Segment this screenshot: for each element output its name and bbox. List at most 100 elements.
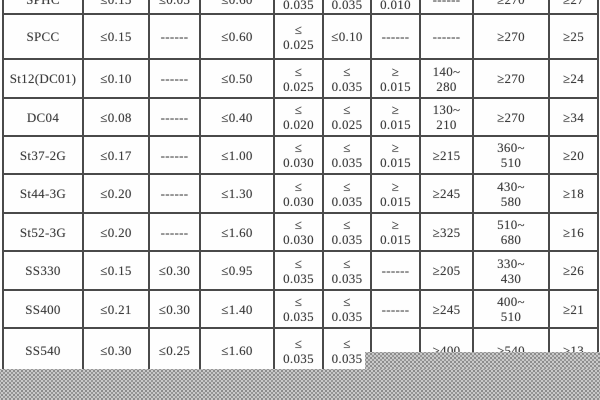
value-cell: ≤ 0.020 [275, 99, 324, 135]
value-cell: ≤ 0.035 [275, 329, 324, 372]
value-cell: ------ [421, 15, 474, 58]
value-cell: ≥ 0.010 [372, 0, 421, 13]
grade-cell: SPCC [4, 15, 84, 58]
value-cell: 360~ 510 [474, 137, 550, 173]
grade-cell: SS400 [4, 291, 84, 327]
grade-cell: St52-3G [4, 214, 84, 250]
value-cell: ≥ 0.015 [372, 137, 421, 173]
gray-dither-overlay-bottom [0, 369, 600, 400]
value-cell: ≤0.25 [150, 329, 201, 372]
value-cell: ≤0.21 [84, 291, 150, 327]
value-cell: ------ [150, 99, 201, 135]
steel-table: SPHC≤0.15≤0.05≤0.60≤ 0.035≤ 0.035≥ 0.010… [2, 0, 599, 374]
grade-cell: SS330 [4, 252, 84, 289]
value-cell: ≥16 [550, 214, 599, 250]
value-cell: ------ [372, 15, 421, 58]
value-cell: ≤ 0.035 [324, 60, 372, 97]
value-cell: 430~ 580 [474, 175, 550, 212]
value-cell: ≥18 [550, 175, 599, 212]
grade-cell: DC04 [4, 99, 84, 135]
table-row-dc04: DC04 ≤0.08 ------ ≤0.40 ≤ 0.020 ≤ 0.025 ≥ 0.01… [4, 99, 599, 137]
value-cell: ------ [150, 175, 201, 212]
value-cell: ------ [421, 0, 474, 13]
value-cell: 330~ 430 [474, 252, 550, 289]
value-cell: ≤ 0.035 [324, 329, 372, 372]
value-cell: ≤ 0.030 [275, 214, 324, 250]
value-cell: ≥215 [421, 137, 474, 173]
table-row-st12-dc01-: St12(DC01) ≤0.10 ------ ≤0.50 ≤ 0.025 ≤ 0.035… [4, 60, 599, 99]
value-cell: ≥24 [550, 60, 599, 97]
value-cell: ≤0.15 [84, 0, 150, 13]
value-cell: ≥ 0.015 [372, 175, 421, 212]
grade-cell: St12(DC01) [4, 60, 84, 97]
value-cell: ≥245 [421, 175, 474, 212]
value-cell: ≥ 0.015 [372, 214, 421, 250]
value-cell: ≤0.40 [201, 99, 275, 135]
value-cell: ≥34 [550, 99, 599, 135]
value-cell: ≥205 [421, 252, 474, 289]
value-cell: ≤ 0.025 [275, 60, 324, 97]
value-cell: ≤0.08 [84, 99, 150, 135]
value-cell: ≥325 [421, 214, 474, 250]
value-cell: ≤ 0.030 [275, 175, 324, 212]
table-row-ss330: SS330 ≤0.15 ≤0.30 ≤0.95 ≤ 0.035 ≤ 0.035 ------… [4, 252, 599, 291]
value-cell: ≤0.20 [84, 214, 150, 250]
value-cell: ≤0.15 [84, 15, 150, 58]
value-cell: ≤0.30 [150, 291, 201, 327]
value-cell: ≥27 [550, 0, 599, 13]
table-row-ss400: SS400 ≤0.21 ≤0.30 ≤1.40 ≤ 0.035 ≤ 0.035 ------… [4, 291, 599, 329]
value-cell: 510~ 680 [474, 214, 550, 250]
value-cell: ≥270 [474, 15, 550, 58]
value-cell: ------ [372, 291, 421, 327]
value-cell: ≤0.50 [201, 60, 275, 97]
value-cell: ≤0.60 [201, 15, 275, 58]
table-row-st44-3g: St44-3G ≤0.20 ------ ≤1.30 ≤ 0.030 ≤ 0.035 ≥ 0… [4, 175, 599, 214]
grade-cell: St37-2G [4, 137, 84, 173]
value-cell: ≥ 0.015 [372, 99, 421, 135]
value-cell: 140~ 280 [421, 60, 474, 97]
value-cell: ≤ 0.025 [324, 99, 372, 135]
value-cell: ≥270 [474, 0, 550, 13]
value-cell: ------ [150, 214, 201, 250]
grade-cell: SS540 [4, 329, 84, 372]
value-cell: ≤ 0.035 [324, 175, 372, 212]
value-cell: ≥20 [550, 137, 599, 173]
value-cell: ≤0.10 [324, 15, 372, 58]
value-cell: ≤0.20 [84, 175, 150, 212]
value-cell: ≤ 0.035 [324, 291, 372, 327]
value-cell: ≤1.30 [201, 175, 275, 212]
value-cell: ≤0.10 [84, 60, 150, 97]
value-cell: ≤1.60 [201, 329, 275, 372]
value-cell [372, 329, 421, 372]
value-cell: ≤1.60 [201, 214, 275, 250]
value-cell: ≤ 0.035 [324, 0, 372, 13]
value-cell: ------ [150, 137, 201, 173]
value-cell: ≤0.05 [150, 0, 201, 13]
value-cell: ------ [150, 15, 201, 58]
value-cell: ≥21 [550, 291, 599, 327]
value-cell: ≤ 0.030 [275, 137, 324, 173]
value-cell: ≤0.30 [84, 329, 150, 372]
value-cell: ≤ 0.035 [324, 137, 372, 173]
value-cell: ≤ 0.025 [275, 15, 324, 58]
value-cell: ≤ 0.035 [275, 291, 324, 327]
value-cell: 400~ 510 [474, 291, 550, 327]
value-cell: ≤ 0.035 [275, 252, 324, 289]
value-cell: ≤ 0.035 [324, 252, 372, 289]
value-cell: ≤0.30 [150, 252, 201, 289]
value-cell: ≤ 0.035 [275, 0, 324, 13]
value-cell: ------ [372, 252, 421, 289]
value-cell: ≥270 [474, 60, 550, 97]
table-row-st52-3g: St52-3G ≤0.20 ------ ≤1.60 ≤ 0.030 ≤ 0.035 ≥ 0… [4, 214, 599, 252]
value-cell: ≥26 [550, 252, 599, 289]
value-cell: ≤0.60 [201, 0, 275, 13]
grade-cell: SPHC [4, 0, 84, 13]
value-cell: ≥270 [474, 99, 550, 135]
value-cell: ≥245 [421, 291, 474, 327]
value-cell: ≥25 [550, 15, 599, 58]
value-cell: ≤1.00 [201, 137, 275, 173]
value-cell: ------ [150, 60, 201, 97]
value-cell: ≥ 0.015 [372, 60, 421, 97]
value-cell: 130~ 210 [421, 99, 474, 135]
